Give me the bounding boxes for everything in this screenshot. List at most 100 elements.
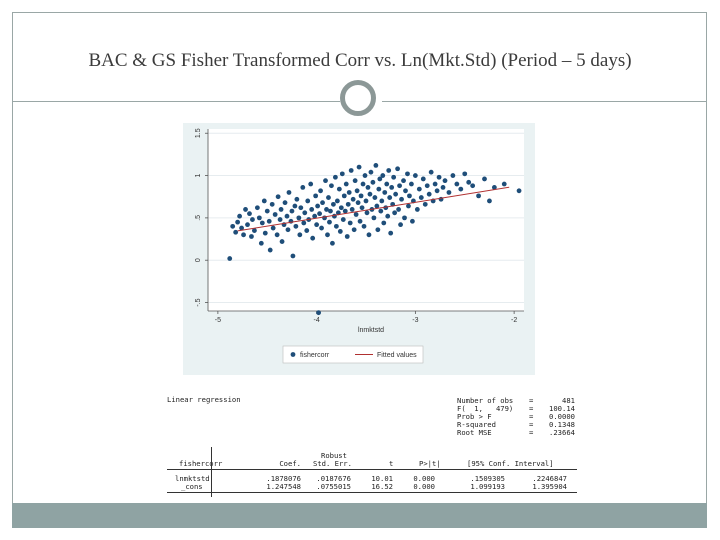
data-point <box>353 212 359 217</box>
data-point <box>300 185 306 190</box>
row-0-ci-high: .2246847 <box>532 474 567 483</box>
x-tick-label: -2 <box>511 317 517 324</box>
stat-sep-4: = <box>529 428 534 437</box>
legend-box <box>282 345 424 364</box>
legend-label-fishercorr: fishercorr <box>300 352 330 359</box>
data-point <box>356 164 362 170</box>
data-point <box>282 200 288 206</box>
regression-output: Linear regression Number of obs = 481 F(… <box>167 395 577 500</box>
stat-label-3: R-squared <box>457 420 496 429</box>
data-point <box>334 198 340 204</box>
data-point <box>289 208 295 214</box>
title-rule-right <box>382 101 707 102</box>
data-point <box>297 232 303 238</box>
y-tick-label: -.5 <box>195 298 202 306</box>
data-point <box>316 310 321 316</box>
data-point <box>262 230 268 236</box>
data-point <box>323 178 328 184</box>
data-point <box>422 201 428 207</box>
data-point <box>348 168 354 173</box>
data-point <box>365 185 371 190</box>
data-point <box>395 166 400 172</box>
data-point <box>351 227 357 233</box>
data-point <box>462 171 468 177</box>
data-point <box>364 210 370 216</box>
data-point <box>340 217 346 222</box>
data-point <box>333 223 339 229</box>
data-point <box>405 171 410 177</box>
data-point <box>367 191 373 197</box>
row-1-coef: 1.247548 <box>266 482 301 491</box>
data-point <box>245 222 250 228</box>
data-point <box>235 219 241 225</box>
data-point <box>466 179 472 185</box>
row-1-name: _cons <box>181 482 203 491</box>
col-header-ci: [95% Conf. Interval] <box>467 459 554 468</box>
data-point <box>368 169 374 175</box>
data-point <box>389 185 395 190</box>
data-point <box>487 198 492 204</box>
data-point <box>387 195 393 200</box>
data-point <box>319 225 324 231</box>
stat-value-0: 481 <box>562 396 575 405</box>
data-point <box>420 176 426 182</box>
data-point <box>230 223 236 229</box>
data-point <box>432 181 438 187</box>
data-point <box>372 195 378 200</box>
data-point <box>342 208 348 214</box>
robust-header: Robust <box>321 451 347 460</box>
data-point <box>378 208 384 214</box>
stat-label-0: Number of obs <box>457 396 514 405</box>
data-point <box>292 203 298 209</box>
data-point <box>381 220 387 226</box>
data-point <box>254 205 260 211</box>
data-point <box>298 205 304 211</box>
stat-label-2: Prob > F <box>457 412 492 421</box>
data-point <box>330 240 335 246</box>
data-point <box>269 201 275 207</box>
table-vrule <box>211 447 212 497</box>
data-point <box>357 218 363 224</box>
data-point <box>434 188 440 194</box>
data-point <box>402 215 407 221</box>
data-point <box>491 185 497 190</box>
data-point <box>406 203 411 209</box>
data-point <box>397 183 402 189</box>
data-point <box>388 230 394 236</box>
data-point <box>326 195 331 200</box>
title-rule-left <box>12 101 340 102</box>
row-0-t: 10.01 <box>371 474 393 483</box>
data-point <box>371 215 377 221</box>
data-point <box>362 173 368 178</box>
data-point <box>233 229 239 235</box>
data-point <box>376 186 382 192</box>
data-point <box>264 208 270 214</box>
data-point <box>440 185 446 190</box>
x-tick-label: -5 <box>215 317 221 324</box>
data-point <box>294 196 300 202</box>
data-point <box>450 173 456 178</box>
data-point <box>324 207 329 212</box>
stat-value-3: 0.1348 <box>549 420 575 429</box>
data-point <box>482 176 487 182</box>
data-point <box>399 196 404 202</box>
data-point <box>377 176 383 182</box>
data-point <box>370 179 376 185</box>
row-0-p: 0.000 <box>413 474 435 483</box>
data-point <box>403 188 408 194</box>
data-point <box>241 232 246 238</box>
data-point <box>384 181 390 187</box>
stat-value-4: .23664 <box>549 428 575 437</box>
data-point <box>312 213 318 219</box>
data-point <box>284 213 290 219</box>
data-point <box>355 200 361 206</box>
data-point <box>332 213 337 219</box>
row-0-coef: .1878076 <box>266 474 301 483</box>
data-point <box>314 222 320 228</box>
data-point <box>227 256 233 261</box>
data-point <box>380 173 386 178</box>
data-point <box>331 201 336 207</box>
stat-label-4: Root MSE <box>457 428 492 437</box>
data-point <box>237 213 242 219</box>
y-tick-label: 0 <box>195 258 202 262</box>
